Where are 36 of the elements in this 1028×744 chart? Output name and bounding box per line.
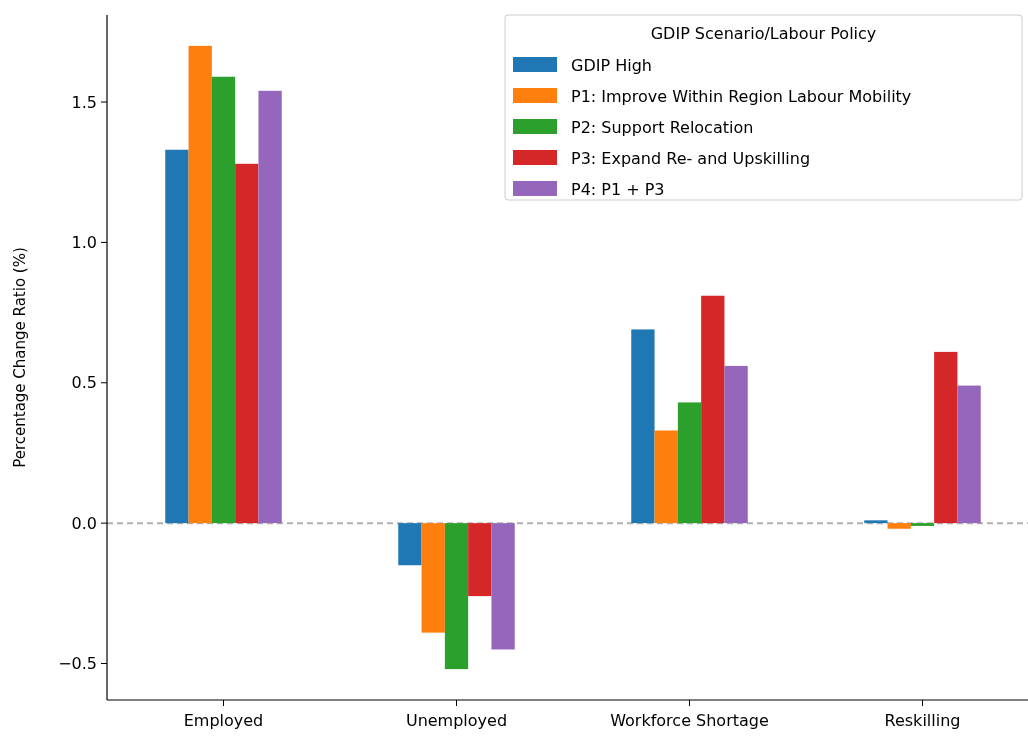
bar — [864, 520, 888, 524]
bar — [468, 523, 492, 597]
legend-label: P4: P1 + P3 — [571, 179, 665, 199]
bar — [701, 295, 725, 524]
x-tick-label: Reskilling — [884, 711, 961, 730]
y-tick-label: 1.0 — [71, 233, 97, 252]
bar — [631, 329, 655, 524]
y-tick-label: 0.0 — [71, 513, 97, 533]
legend-label: GDIP High — [571, 55, 652, 75]
legend-label: P1: Improve Within Region Labour Mobility — [571, 86, 912, 106]
bar — [910, 523, 935, 526]
bar — [444, 523, 469, 670]
bar — [258, 90, 282, 524]
bar — [887, 523, 911, 529]
x-tick-label: Employed — [183, 711, 264, 730]
bar — [165, 149, 189, 524]
y-axis-title: Percentage Change Ratio (%) — [11, 247, 29, 468]
x-tick-label: Unemployed — [405, 711, 508, 730]
bar — [654, 430, 678, 524]
bar — [491, 523, 515, 650]
bar — [235, 163, 259, 524]
bar — [211, 76, 236, 524]
x-tick-label: Workforce Shortage — [610, 711, 769, 730]
bar — [398, 523, 422, 566]
y-tick-label: 0.5 — [71, 373, 97, 393]
bar — [188, 45, 212, 524]
legend-title: GDIP Scenario/Labour Policy — [650, 24, 877, 43]
y-tick-label: −0.5 — [58, 654, 97, 674]
bar — [934, 351, 958, 524]
bar — [421, 523, 445, 633]
y-tick-label: 1.5 — [71, 92, 97, 112]
legend-label: P3: Expand Re- and Upskilling — [571, 148, 811, 168]
legend-label: P2: Support Relocation — [571, 117, 754, 137]
bar — [957, 385, 981, 524]
bar — [724, 365, 748, 524]
bar — [677, 402, 702, 524]
